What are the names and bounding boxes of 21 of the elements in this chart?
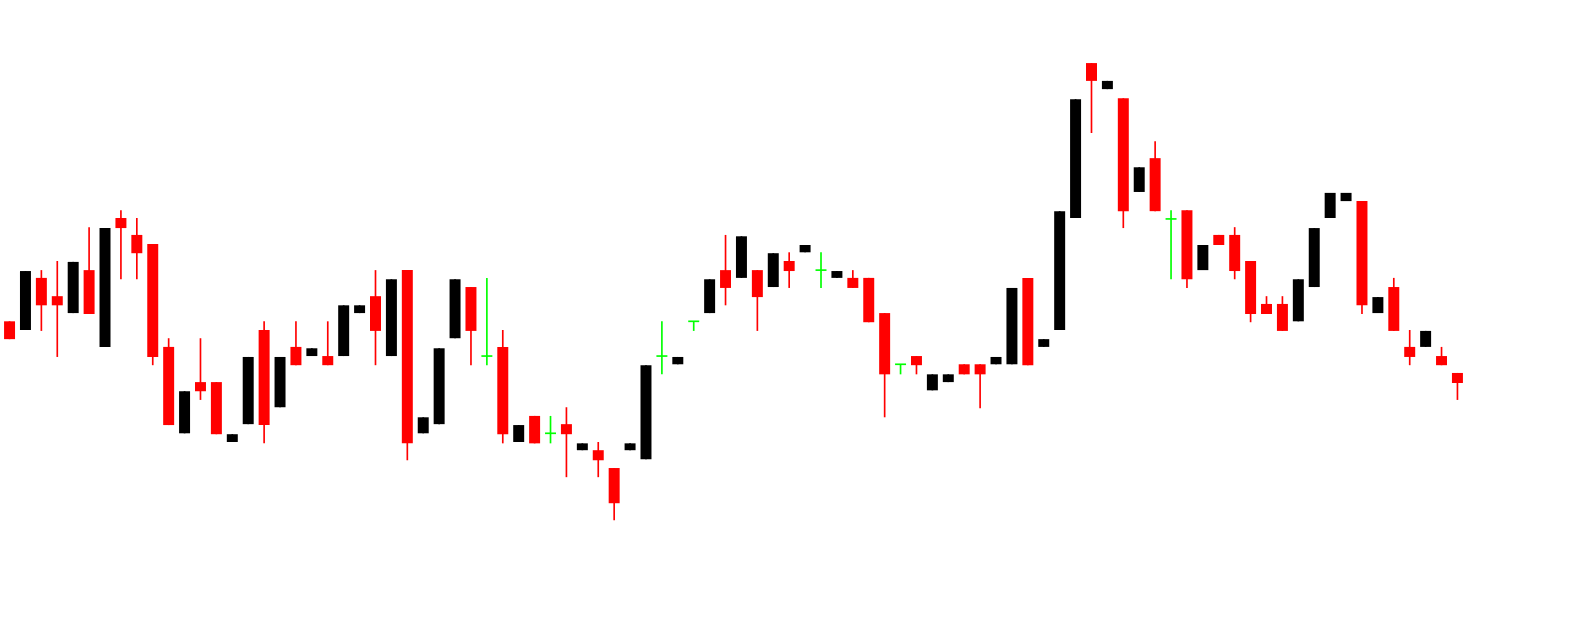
candlestick: [1451, 372, 1463, 401]
candlestick: [560, 406, 572, 479]
candlestick: [687, 320, 701, 332]
candlestick: [194, 337, 206, 401]
candlestick: [544, 415, 557, 445]
candlestick: [115, 209, 127, 281]
candlestick: [783, 251, 795, 289]
candlestick: [131, 217, 143, 281]
candlestick: [592, 441, 604, 479]
candlestick: [290, 320, 302, 367]
candlestick: [1164, 209, 1178, 281]
candlestick: [814, 251, 828, 289]
candlestick: [1404, 329, 1416, 367]
candlestick: [480, 277, 494, 367]
candlestick: [974, 363, 986, 409]
candlestick: [322, 320, 334, 367]
candlestick: [51, 260, 63, 358]
candlestick: [1086, 62, 1097, 134]
candlestick: [655, 320, 669, 376]
candlestick: [910, 355, 922, 376]
candlestick: [720, 234, 732, 307]
